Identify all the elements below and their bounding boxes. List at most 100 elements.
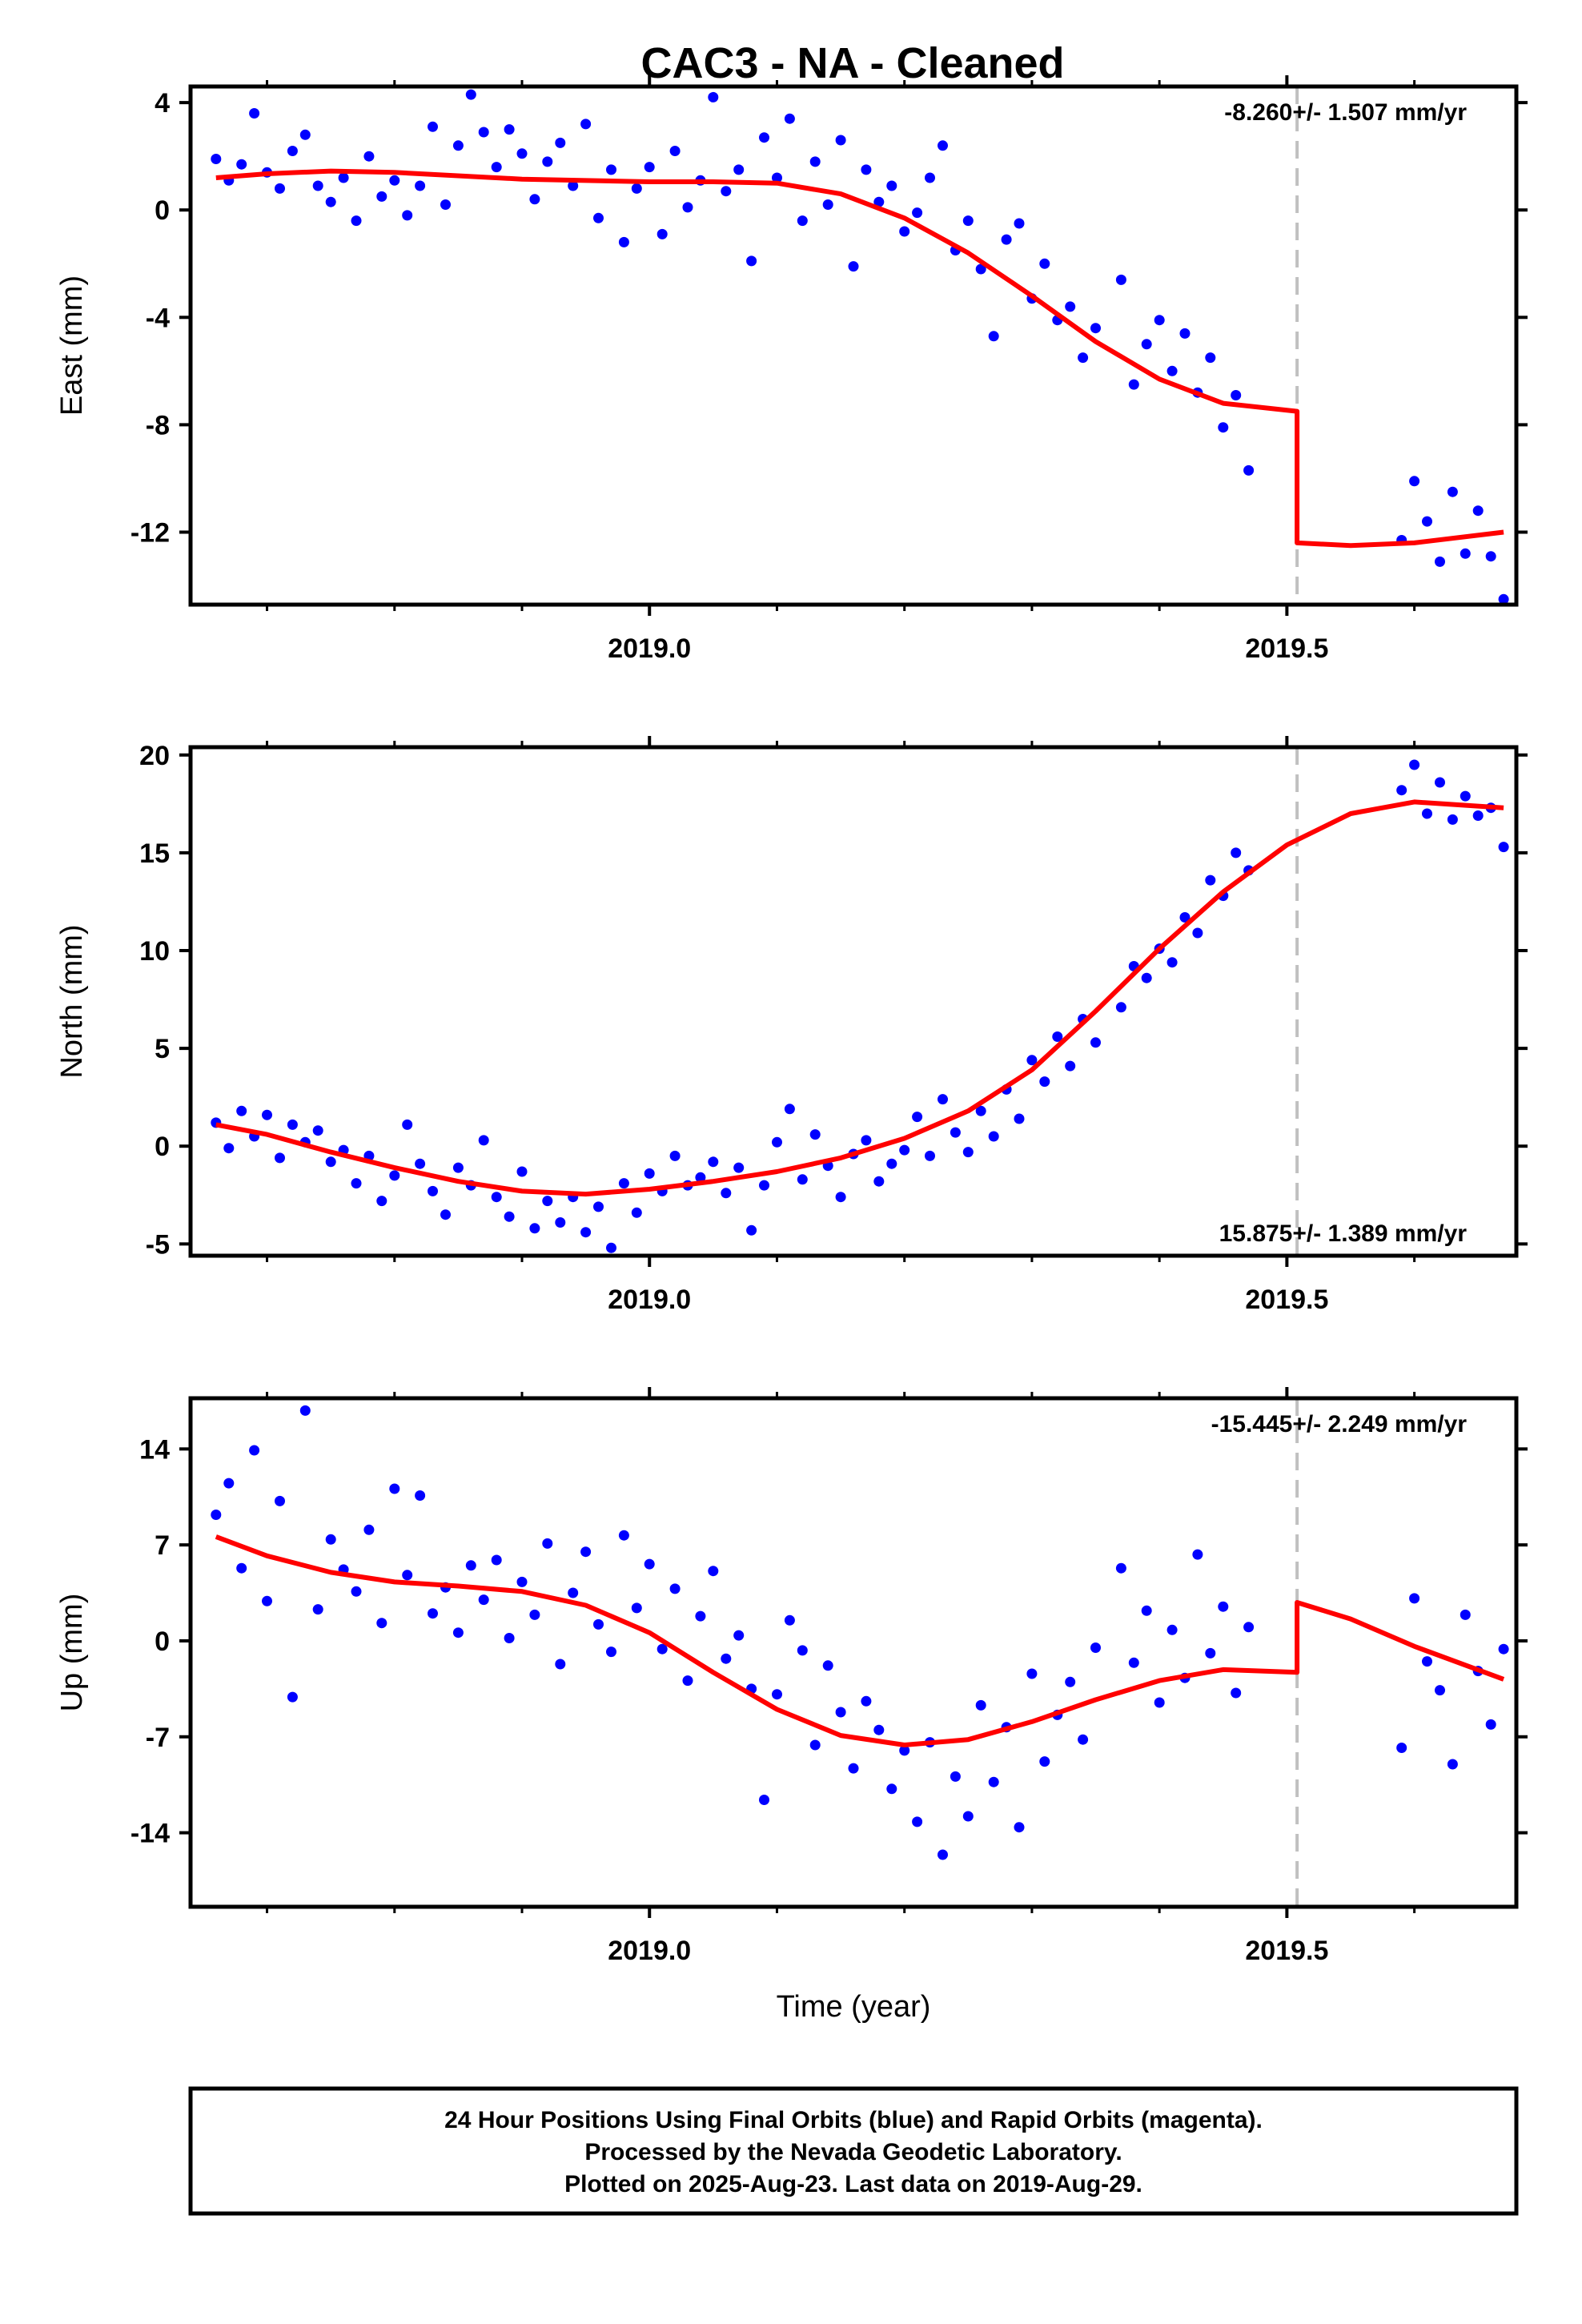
east-point bbox=[440, 199, 451, 210]
up-point bbox=[1460, 1609, 1471, 1620]
up-point bbox=[236, 1562, 247, 1574]
up-point bbox=[1090, 1642, 1101, 1653]
east-point bbox=[988, 331, 999, 342]
up-point bbox=[759, 1795, 769, 1805]
up-point bbox=[1078, 1734, 1089, 1745]
north-point bbox=[606, 1242, 616, 1253]
panels: 4 0 -4 -8 -12 2019.0 2019.5 East (mm) -8.260+/- … bbox=[55, 75, 1528, 2024]
east-points bbox=[211, 89, 1509, 605]
up-point bbox=[415, 1490, 426, 1501]
north-point bbox=[262, 1109, 272, 1120]
footer-box: 24 Hour Positions Using Final Orbits (bl… bbox=[188, 2086, 1519, 2216]
north-point bbox=[580, 1227, 592, 1238]
east-point bbox=[656, 228, 668, 239]
north-point bbox=[223, 1143, 235, 1154]
up-point bbox=[950, 1771, 961, 1782]
north-point bbox=[1205, 875, 1216, 886]
north-point bbox=[287, 1119, 298, 1130]
up-point bbox=[631, 1602, 642, 1614]
east-point bbox=[363, 151, 375, 162]
up-point bbox=[478, 1594, 489, 1606]
east-point bbox=[1001, 234, 1012, 245]
up-point bbox=[873, 1724, 885, 1735]
up-point bbox=[351, 1586, 362, 1597]
north-y-tick-label: 0 bbox=[155, 1132, 170, 1162]
north-point bbox=[861, 1135, 872, 1146]
up-point bbox=[452, 1627, 464, 1638]
north-point bbox=[912, 1112, 923, 1123]
north-point bbox=[542, 1196, 553, 1207]
east-y-tick-label: -8 bbox=[146, 410, 170, 440]
up-rate-label: -15.445+/- 2.249 mm/yr bbox=[1211, 1411, 1468, 1437]
east-point bbox=[351, 215, 362, 227]
east-point bbox=[822, 199, 833, 210]
north-point bbox=[1115, 1002, 1126, 1013]
north-point bbox=[529, 1223, 540, 1234]
east-point bbox=[211, 154, 222, 164]
north-point bbox=[1179, 912, 1191, 923]
east-point bbox=[1128, 379, 1139, 390]
north-y-tick-label: 20 bbox=[139, 741, 170, 771]
north-point bbox=[644, 1168, 655, 1179]
east-point bbox=[809, 156, 821, 167]
north-point bbox=[351, 1178, 362, 1189]
north-point bbox=[1231, 847, 1242, 858]
north-point bbox=[236, 1105, 247, 1116]
up-point bbox=[580, 1546, 592, 1558]
up-point bbox=[1115, 1562, 1126, 1574]
east-point bbox=[402, 210, 413, 221]
east-point bbox=[899, 226, 910, 237]
east-point bbox=[568, 180, 579, 191]
east-point bbox=[1141, 339, 1152, 350]
east-point bbox=[555, 137, 566, 148]
up-point bbox=[465, 1560, 476, 1571]
east-point bbox=[912, 207, 923, 219]
up-point bbox=[1435, 1685, 1445, 1696]
north-point bbox=[1422, 808, 1432, 819]
north-point bbox=[899, 1144, 910, 1156]
up-point bbox=[848, 1763, 859, 1774]
east-point bbox=[249, 108, 260, 119]
east-fit-line bbox=[215, 168, 1504, 549]
north-rate-label: 15.875+/- 1.389 mm/yr bbox=[1219, 1220, 1468, 1247]
up-point bbox=[376, 1618, 387, 1629]
north-point bbox=[415, 1158, 426, 1169]
east-point bbox=[606, 164, 616, 175]
footer-line-2: Processed by the Nevada Geodetic Laborat… bbox=[584, 2139, 1122, 2165]
east-point bbox=[1435, 556, 1445, 567]
east-y-axis-label: East (mm) bbox=[55, 275, 89, 416]
up-point bbox=[1154, 1697, 1165, 1708]
up-point bbox=[1447, 1759, 1458, 1770]
east-point bbox=[1498, 593, 1509, 605]
north-point bbox=[478, 1135, 489, 1146]
north-point bbox=[784, 1104, 795, 1115]
up-point bbox=[275, 1495, 285, 1506]
north-point bbox=[1460, 790, 1471, 802]
east-point bbox=[338, 172, 349, 183]
north-point bbox=[1065, 1060, 1076, 1072]
north-point bbox=[809, 1129, 821, 1140]
north-point bbox=[708, 1156, 719, 1168]
east-point bbox=[504, 124, 515, 135]
north-point bbox=[1409, 759, 1420, 770]
north-point bbox=[428, 1185, 438, 1196]
east-point bbox=[772, 172, 782, 183]
east-point bbox=[325, 196, 336, 207]
east-point bbox=[542, 156, 553, 167]
north-point bbox=[1039, 1076, 1050, 1088]
north-point bbox=[1166, 957, 1178, 968]
up-point bbox=[529, 1609, 540, 1620]
up-point bbox=[504, 1633, 515, 1643]
north-x-tick-label: 2019.5 bbox=[1245, 1285, 1328, 1315]
north-point bbox=[402, 1119, 413, 1130]
up-point bbox=[312, 1604, 323, 1615]
up-point bbox=[249, 1445, 260, 1456]
east-point bbox=[312, 180, 323, 191]
up-point bbox=[1166, 1624, 1178, 1635]
up-point bbox=[491, 1554, 502, 1566]
north-point bbox=[1472, 810, 1484, 821]
north-panel: 20 15 10 5 0 -5 2019.0 2019.5 North (mm) 15.875+/… bbox=[55, 736, 1528, 1315]
east-point bbox=[631, 183, 642, 194]
north-point bbox=[746, 1224, 757, 1236]
